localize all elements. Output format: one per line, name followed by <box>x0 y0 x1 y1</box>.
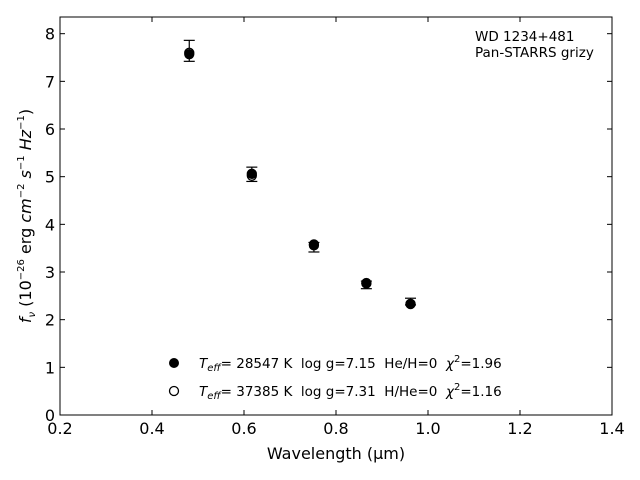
y-axis-label: fν (10−26 erg cm−2 s−1 Hz−1) <box>16 109 38 323</box>
y-tick-label: 1 <box>45 358 55 377</box>
x-tick-label: 1.2 <box>507 419 532 438</box>
annotation-survey: Pan-STARRS grizy <box>475 45 594 61</box>
x-tick-label: 0.6 <box>231 419 256 438</box>
x-tick-label: 0.2 <box>47 419 72 438</box>
observed-errorbars <box>183 39 417 306</box>
y-tick-label: 7 <box>45 72 55 91</box>
y-tick-label: 2 <box>45 311 55 330</box>
y-axis: 0 1 2 3 4 5 6 7 8 <box>45 25 612 425</box>
x-tick-label: 1.4 <box>599 419 624 438</box>
legend-entry-2: Teff= 37385 K log g=7.31 H/He=0 χ2=1.16 <box>199 382 502 402</box>
x-tick-label: 1.0 <box>415 419 440 438</box>
legend-marker-filled <box>169 358 179 368</box>
x-tick-label: 0.4 <box>139 419 164 438</box>
y-tick-label: 6 <box>45 120 55 139</box>
x-tick-label: 0.8 <box>323 419 348 438</box>
legend-marker-open <box>168 385 180 397</box>
y-tick-label: 4 <box>45 215 55 234</box>
y-tick-label: 3 <box>45 263 55 282</box>
data-point-filled <box>308 239 320 250</box>
data-point-filled <box>361 277 372 289</box>
y-tick-label: 0 <box>45 406 55 425</box>
legend: Teff= 28547 K log g=7.15 He/H=0 χ2=1.96 … <box>168 354 502 402</box>
y-tick-label: 8 <box>45 25 55 44</box>
data-point-filled <box>246 168 257 179</box>
x-axis-label: Wavelength (μm) <box>267 444 405 463</box>
annotation-object-name: WD 1234+481 <box>475 29 574 45</box>
y-tick-label: 5 <box>45 168 55 187</box>
model-markers <box>184 47 416 310</box>
data-point-filled <box>184 49 195 60</box>
legend-entry-1: Teff= 28547 K log g=7.15 He/H=0 χ2=1.96 <box>199 354 502 374</box>
data-point-filled <box>405 298 416 310</box>
x-axis: 0.2 0.4 0.6 0.8 1.0 1.2 1.4 <box>47 17 625 438</box>
